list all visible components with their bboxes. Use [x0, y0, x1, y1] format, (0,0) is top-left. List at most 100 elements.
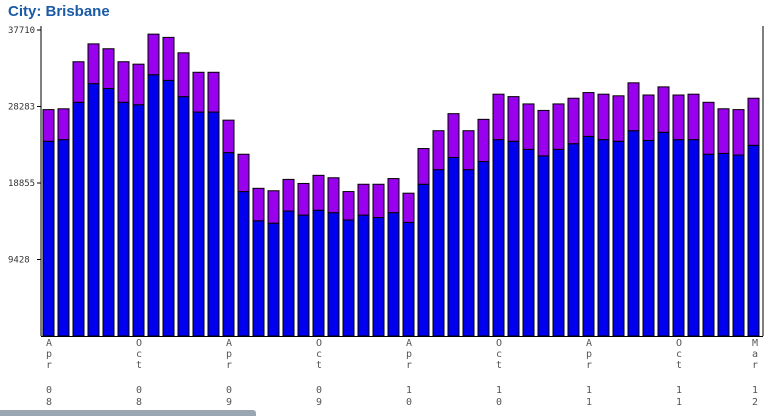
- y-tick-label: 28283: [8, 102, 35, 112]
- y-tick-label: 37710: [8, 26, 35, 36]
- bar-lower-segment: [672, 139, 685, 337]
- x-tick-label-char: p: [586, 349, 592, 360]
- bar-lower-segment: [342, 219, 355, 337]
- x-tick-label-char: 1: [676, 397, 682, 408]
- x-tick-label-char: 0: [406, 397, 412, 408]
- status-strip: [0, 410, 256, 416]
- bar-lower-segment: [687, 139, 700, 337]
- bar-lower-segment: [132, 104, 145, 337]
- x-tick-label-char: r: [46, 360, 52, 371]
- bar-lower-segment: [717, 152, 730, 337]
- bar-upper-segment: [327, 177, 340, 214]
- x-tick-label-char: 1: [496, 385, 502, 396]
- bar-lower-segment: [87, 83, 100, 337]
- bar-upper-segment: [492, 93, 505, 141]
- x-tick-label-char: p: [406, 349, 412, 360]
- x-tick-label-char: 0: [496, 397, 502, 408]
- x-tick-label-char: O: [316, 338, 322, 349]
- bar-lower-segment: [447, 156, 460, 337]
- x-tick-label-char: c: [136, 349, 142, 360]
- bar-upper-segment: [672, 94, 685, 141]
- bar-lower-segment: [507, 140, 520, 337]
- bar-lower-segment: [57, 139, 70, 337]
- bar-upper-segment: [267, 190, 280, 224]
- bar-upper-segment: [207, 71, 220, 113]
- bar-lower-segment: [522, 148, 535, 337]
- x-tick-label-char: p: [226, 349, 232, 360]
- bar-lower-segment: [237, 191, 250, 337]
- x-tick-label-char: 8: [46, 397, 52, 408]
- x-tick-label-char: O: [496, 338, 502, 349]
- x-ticks-group: Apr08Oct08Apr09Oct09Apr10Oct10Apr11Oct11…: [46, 338, 758, 408]
- bar-lower-segment: [477, 161, 490, 337]
- bar-lower-segment: [627, 130, 640, 337]
- bar-lower-segment: [612, 140, 625, 337]
- bar-upper-segment: [72, 61, 85, 103]
- bar-lower-segment: [72, 101, 85, 337]
- x-tick-label-char: 8: [136, 397, 142, 408]
- x-tick-label-char: 9: [316, 397, 322, 408]
- bar-lower-segment: [252, 220, 265, 337]
- bar-lower-segment: [387, 212, 400, 337]
- bar-lower-segment: [432, 169, 445, 337]
- bar-upper-segment: [732, 109, 745, 156]
- bar-upper-segment: [402, 192, 415, 223]
- bar-upper-segment: [507, 96, 520, 142]
- x-tick-label-char: O: [136, 338, 142, 349]
- bar-lower-segment: [747, 144, 760, 337]
- axes-group: [40, 26, 764, 337]
- bar-lower-segment: [282, 210, 295, 337]
- bar-lower-segment: [597, 139, 610, 337]
- bar-upper-segment: [132, 63, 145, 106]
- bar-upper-segment: [87, 43, 100, 85]
- bar-lower-segment: [732, 154, 745, 337]
- bar-lower-segment: [267, 222, 280, 337]
- bar-upper-segment: [687, 93, 700, 141]
- bar-upper-segment: [42, 109, 55, 142]
- bar-upper-segment: [597, 93, 610, 141]
- bar-lower-segment: [312, 209, 325, 337]
- bar-upper-segment: [357, 183, 370, 216]
- bar-upper-segment: [702, 101, 715, 155]
- x-tick-label-char: 0: [226, 385, 232, 396]
- x-tick-label-char: t: [136, 360, 142, 371]
- bar-lower-segment: [462, 169, 475, 337]
- bar-lower-segment: [147, 74, 160, 337]
- y-tick-label: 18855: [8, 179, 35, 189]
- bar-upper-segment: [462, 130, 475, 171]
- bar-upper-segment: [177, 52, 190, 98]
- x-tick-label-char: 2: [752, 397, 758, 408]
- bar-upper-segment: [447, 113, 460, 158]
- x-tick-label-char: 1: [752, 385, 758, 396]
- x-tick-label-char: r: [406, 360, 412, 371]
- x-tick-label-char: a: [752, 349, 758, 360]
- bar-lower-segment: [162, 79, 175, 337]
- bar-upper-segment: [57, 108, 70, 141]
- bar-upper-segment: [222, 119, 235, 154]
- bar-upper-segment: [747, 97, 760, 146]
- bar-lower-segment: [102, 88, 115, 337]
- bar-upper-segment: [192, 71, 205, 113]
- bar-upper-segment: [522, 103, 535, 150]
- bar-lower-segment: [177, 96, 190, 337]
- x-tick-label-char: A: [46, 338, 52, 349]
- bar-lower-segment: [297, 214, 310, 337]
- bar-upper-segment: [477, 118, 490, 163]
- y-ticks-group: 9428 18855 28283 37710: [8, 26, 41, 265]
- bar-lower-segment: [642, 139, 655, 337]
- bar-upper-segment: [372, 183, 385, 219]
- bar-lower-segment: [657, 131, 670, 337]
- x-tick-label-char: c: [676, 349, 682, 360]
- bar-upper-segment: [582, 92, 595, 137]
- bar-lower-segment: [567, 143, 580, 337]
- bar-upper-segment: [432, 130, 445, 171]
- bar-lower-segment: [402, 221, 415, 337]
- x-tick-label-char: 0: [136, 385, 142, 396]
- bar-upper-segment: [117, 61, 130, 103]
- bar-upper-segment: [102, 48, 115, 90]
- bar-upper-segment: [417, 148, 430, 185]
- x-tick-label-char: 1: [406, 385, 412, 396]
- bar-upper-segment: [387, 178, 400, 214]
- chart-title: City: Brisbane: [8, 3, 110, 20]
